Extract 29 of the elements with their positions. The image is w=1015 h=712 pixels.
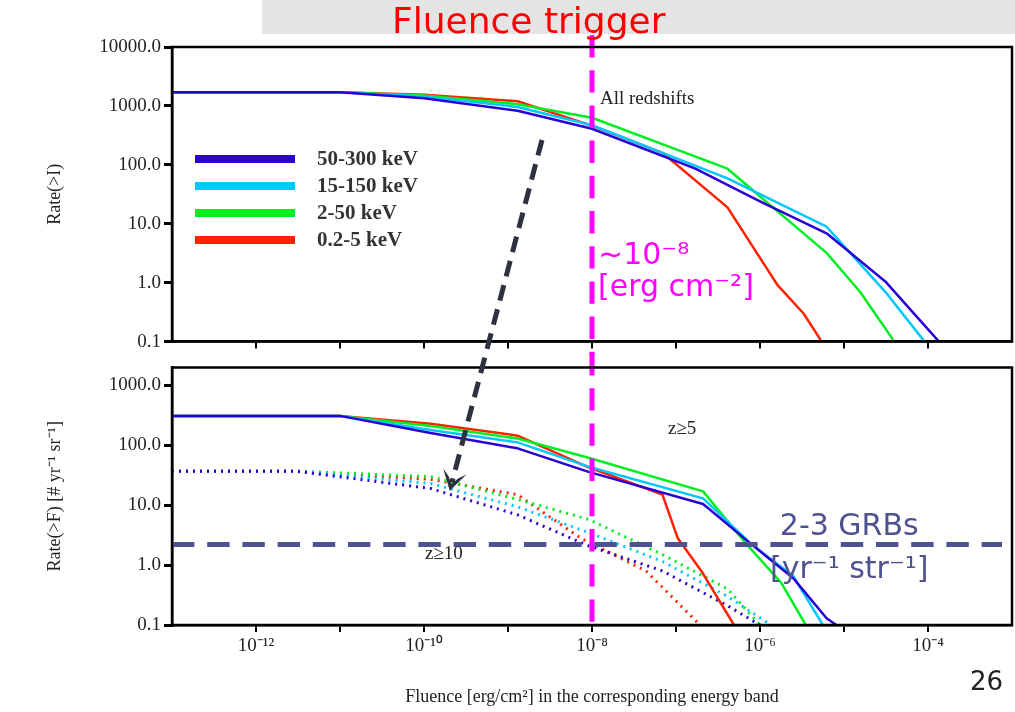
y-tick-label: 1000.0 (108, 373, 161, 395)
y-axis-title: Rate(>I) (43, 163, 65, 225)
y-tick-label: 100.0 (118, 433, 161, 455)
y-tick-label: 0.1 (137, 612, 161, 634)
y-axis-title: Rate(>F) [# yr⁻¹ sr⁻¹] (43, 420, 65, 572)
x-axis-title: Fluence [erg/cm²] in the corresponding energy band (405, 685, 779, 706)
text: Fluence trigger (392, 0, 666, 41)
x-tick-label: 10⁻¹⁰ (405, 634, 443, 656)
legend-label: 50-300 keV (317, 146, 418, 171)
annotation: All redshifts (600, 87, 695, 108)
x-tick-label: 10⁻⁶ (744, 634, 776, 656)
legend-label: 15-150 keV (317, 173, 418, 198)
x-tick-label: 10⁻⁸ (576, 634, 608, 656)
legend-label: 0.2-5 keV (317, 227, 403, 252)
y-tick-label: 100.0 (118, 152, 161, 174)
y-tick-label: 10.0 (127, 493, 161, 515)
text: 26 (970, 666, 1004, 696)
y-tick-label: 1000.0 (108, 93, 161, 115)
legend-label: 2-50 keV (317, 200, 397, 225)
annotation: z≥10 (425, 542, 463, 563)
annotation: z≥5 (668, 417, 697, 438)
y-tick-label: 10000.0 (99, 34, 161, 56)
x-tick-label: 10⁻⁴ (912, 634, 945, 656)
x-tick-label: 10⁻¹² (237, 634, 275, 656)
y-tick-label: 10.0 (127, 211, 161, 233)
y-tick-label: 1.0 (137, 553, 161, 575)
y-tick-label: 0.1 (137, 329, 161, 351)
ref-line-label: ~10⁻⁸ [erg cm⁻²] (598, 236, 754, 303)
y-tick-label: 1.0 (137, 270, 161, 292)
